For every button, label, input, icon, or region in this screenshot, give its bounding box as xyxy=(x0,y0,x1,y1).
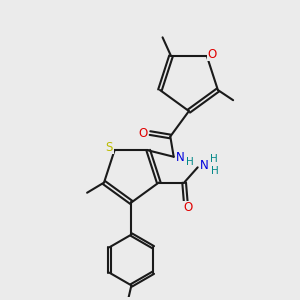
Text: H: H xyxy=(211,166,218,176)
Text: S: S xyxy=(106,140,113,154)
Text: N: N xyxy=(200,159,208,172)
Text: H: H xyxy=(186,157,194,167)
Text: O: O xyxy=(139,127,148,140)
Text: N: N xyxy=(176,151,184,164)
Text: O: O xyxy=(207,48,217,61)
Text: H: H xyxy=(210,154,218,164)
Text: O: O xyxy=(183,202,192,214)
